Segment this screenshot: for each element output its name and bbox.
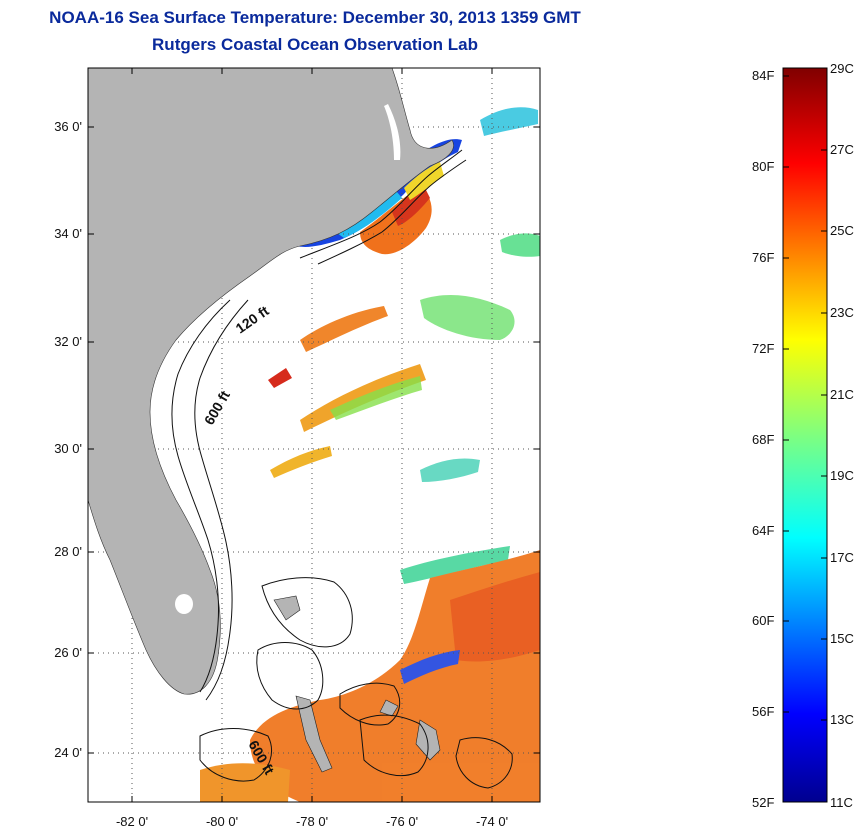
lat-tick-label: 24 0' [54, 745, 82, 760]
sst-streak [268, 368, 292, 388]
lon-tick-label: -74 0' [475, 814, 509, 829]
island [379, 699, 399, 717]
sst-streak [500, 233, 540, 257]
colorbar-label-f: 84F [752, 68, 775, 83]
island [273, 595, 301, 621]
colorbar [782, 67, 828, 803]
lon-tick-label: -82 0' [115, 814, 149, 829]
island [295, 695, 333, 773]
lon-tick-label: -80 0' [205, 814, 239, 829]
map-border [87, 67, 541, 803]
lon-tick-label: -76 0' [385, 814, 419, 829]
lat-tick-label: 32 0' [54, 334, 82, 349]
warm-southern-region [450, 572, 540, 662]
colorbar-ticks [783, 75, 827, 721]
colorbar-label-c: 29C [830, 61, 854, 76]
sound-feature [384, 104, 401, 160]
bathymetry-contours [171, 149, 513, 789]
sst-data-layer [200, 107, 540, 802]
sst-streak [270, 446, 332, 478]
sst-streak [420, 458, 480, 482]
colorbar-label-c: 11C [830, 795, 853, 810]
map-subtitle: Rutgers Coastal Ocean Observation Lab [152, 35, 478, 54]
axis-ticks [88, 68, 540, 802]
lat-tick-label: 30 0' [54, 441, 82, 456]
sst-streak [300, 306, 388, 352]
colorbar-label-f: 80F [752, 159, 775, 174]
colorbar-label-f: 76F [752, 250, 775, 265]
colorbar-label-c: 21C [830, 387, 854, 402]
land-mass [88, 68, 454, 695]
lake-feature [175, 594, 193, 614]
colorbar-label-c: 23C [830, 305, 854, 320]
colorbar-label-f: 64F [752, 523, 775, 538]
island [415, 719, 441, 761]
sst-streak [480, 107, 538, 136]
lat-tick-label: 34 0' [54, 226, 82, 241]
colorbar-label-f: 60F [752, 613, 775, 628]
gulfstream-hot-patch [392, 186, 430, 226]
lat-tick-label: 28 0' [54, 544, 82, 559]
sst-streak [330, 376, 422, 420]
lat-tick-label: 26 0' [54, 645, 82, 660]
colorbar-label-c: 15C [830, 631, 854, 646]
colorbar-label-c: 13C [830, 712, 854, 727]
colorbar-label-f: 56F [752, 704, 775, 719]
map-title: NOAA-16 Sea Surface Temperature: Decembe… [49, 8, 581, 27]
colorbar-label-f: 52F [752, 795, 775, 810]
colorbar-label-c: 27C [830, 142, 854, 157]
sst-streak [400, 546, 510, 584]
colorbar-label-f: 68F [752, 432, 775, 447]
lat-tick-label: 36 0' [54, 119, 82, 134]
colorbar-label-c: 17C [830, 550, 854, 565]
sst-streak [420, 295, 515, 340]
cold-eddy [400, 650, 460, 684]
colorbar-label-c: 25C [830, 223, 854, 238]
warm-southern-region [200, 763, 290, 802]
colorbar-label-f: 72F [752, 341, 775, 356]
lon-tick-label: -78 0' [295, 814, 329, 829]
colorbar-label-c: 19C [830, 468, 854, 483]
